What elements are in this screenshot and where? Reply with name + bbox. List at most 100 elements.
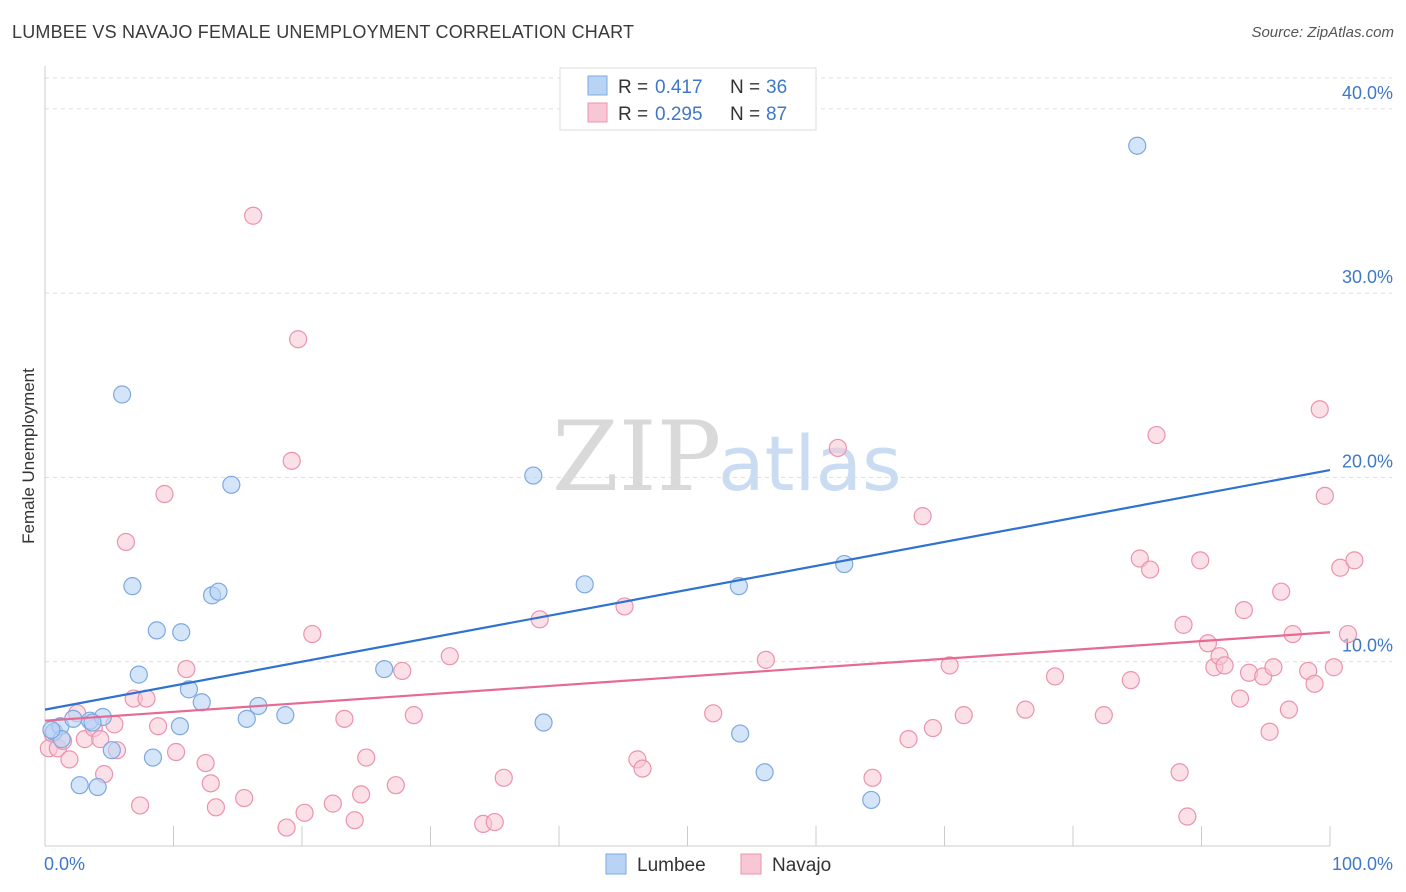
bottom-legend-lumbee-label: Lumbee [637, 855, 706, 876]
lumbee-point [222, 475, 241, 494]
legend-navajo-n-value: 87 [766, 104, 787, 125]
navajo-point [116, 532, 136, 552]
navajo-point [206, 798, 226, 817]
navajo-point [1045, 667, 1065, 686]
navajo-point [494, 768, 513, 787]
bottom-legend-navajo-swatch [740, 853, 762, 875]
lumbee-point [276, 706, 295, 725]
lumbee-point [192, 693, 211, 712]
lumbee-trend-line [44, 468, 1331, 711]
legend-lumbee-swatch [587, 75, 608, 96]
navajo-point [1094, 706, 1113, 725]
navajo-point [303, 624, 322, 644]
legend-navajo-n-label: N = [730, 104, 760, 125]
bottom-legend: Lumbee Navajo [605, 853, 831, 876]
navajo-point [386, 776, 405, 795]
navajo-point [899, 730, 918, 749]
lumbee-point [172, 623, 191, 642]
legend-navajo-r-label: R = [618, 104, 648, 125]
lumbee-point [1128, 136, 1147, 155]
navajo-point [704, 704, 723, 723]
navajo-point [1310, 400, 1329, 419]
navajo-point [148, 717, 168, 736]
navajo-point [1174, 615, 1193, 634]
navajo-point [345, 811, 364, 830]
bottom-legend-navajo-label: Navajo [772, 855, 831, 876]
lumbee-point [129, 665, 148, 684]
axes [44, 66, 1331, 847]
navajo-point [166, 742, 186, 762]
navajo-point [863, 768, 882, 787]
trend-lines [44, 468, 1331, 722]
navajo-point [1338, 624, 1358, 644]
lumbee-point [731, 724, 750, 743]
lumbee-point [524, 466, 543, 485]
legend-navajo-swatch [587, 102, 608, 123]
navajo-point [1305, 674, 1324, 693]
navajo-point [633, 759, 652, 778]
y-tick-label: 10.0% [1342, 636, 1393, 656]
navajo-points [39, 206, 1364, 837]
x-tick-label-max: 100.0% [1332, 854, 1393, 874]
lumbee-points [42, 136, 1147, 810]
navajo-point [954, 706, 973, 725]
lumbee-point [143, 748, 163, 767]
navajo-point [828, 438, 847, 458]
navajo-point [1230, 689, 1250, 708]
lumbee-point [237, 709, 256, 728]
navajo-point [1260, 722, 1279, 741]
lumbee-point [835, 554, 854, 574]
legend-navajo-r-value: 0.295 [655, 104, 703, 125]
lumbee-point [70, 776, 89, 795]
lumbee-point [112, 385, 132, 404]
navajo-point [756, 650, 775, 669]
navajo-point [940, 656, 959, 675]
lumbee-point [42, 720, 61, 740]
gridlines [45, 77, 1392, 663]
legend-lumbee-r-label: R = [618, 77, 648, 98]
navajo-point [1315, 486, 1334, 505]
x-tick-labels: 0.0% 100.0% [44, 854, 1393, 874]
lumbee-point [123, 577, 142, 596]
navajo-point [295, 803, 314, 822]
navajo-trend-line [44, 631, 1331, 722]
y-tick-labels: 10.0% 20.0% 30.0% 40.0% [1342, 83, 1393, 656]
y-tick-label: 40.0% [1342, 83, 1393, 103]
navajo-point [1016, 700, 1035, 719]
navajo-point [289, 330, 308, 349]
y-tick-label: 30.0% [1342, 267, 1393, 287]
lumbee-point [755, 763, 774, 782]
navajo-point [201, 774, 220, 793]
navajo-point [440, 647, 459, 666]
lumbee-point [88, 777, 107, 797]
navajo-point [1147, 425, 1166, 445]
navajo-point [1272, 582, 1291, 601]
navajo-point [485, 812, 504, 832]
navajo-point [1331, 558, 1350, 577]
navajo-point [923, 718, 943, 738]
lumbee-point [375, 659, 394, 679]
navajo-point [1191, 551, 1210, 570]
navajo-point [60, 750, 79, 769]
x-tick-label-min: 0.0% [44, 854, 85, 874]
legend-lumbee-n-label: N = [730, 77, 760, 98]
navajo-point [1279, 700, 1298, 719]
bottom-legend-lumbee-swatch [605, 853, 627, 875]
source-label: Source: ZipAtlas.com [1251, 24, 1394, 41]
y-tick-label: 20.0% [1342, 451, 1393, 471]
lumbee-point [102, 741, 121, 760]
navajo-point [196, 753, 215, 773]
navajo-point [1198, 634, 1218, 653]
watermark-atlas: atlas [718, 419, 902, 508]
lumbee-point [170, 717, 190, 736]
navajo-point [404, 706, 423, 725]
navajo-point [1121, 671, 1140, 690]
navajo-point [1264, 658, 1283, 677]
chart-title: LUMBEE VS NAVAJO FEMALE UNEMPLOYMENT COR… [12, 22, 635, 42]
navajo-point [282, 451, 301, 470]
lumbee-point [179, 680, 199, 699]
navajo-point [352, 785, 371, 804]
navajo-point [323, 794, 342, 813]
navajo-point [1170, 763, 1189, 782]
